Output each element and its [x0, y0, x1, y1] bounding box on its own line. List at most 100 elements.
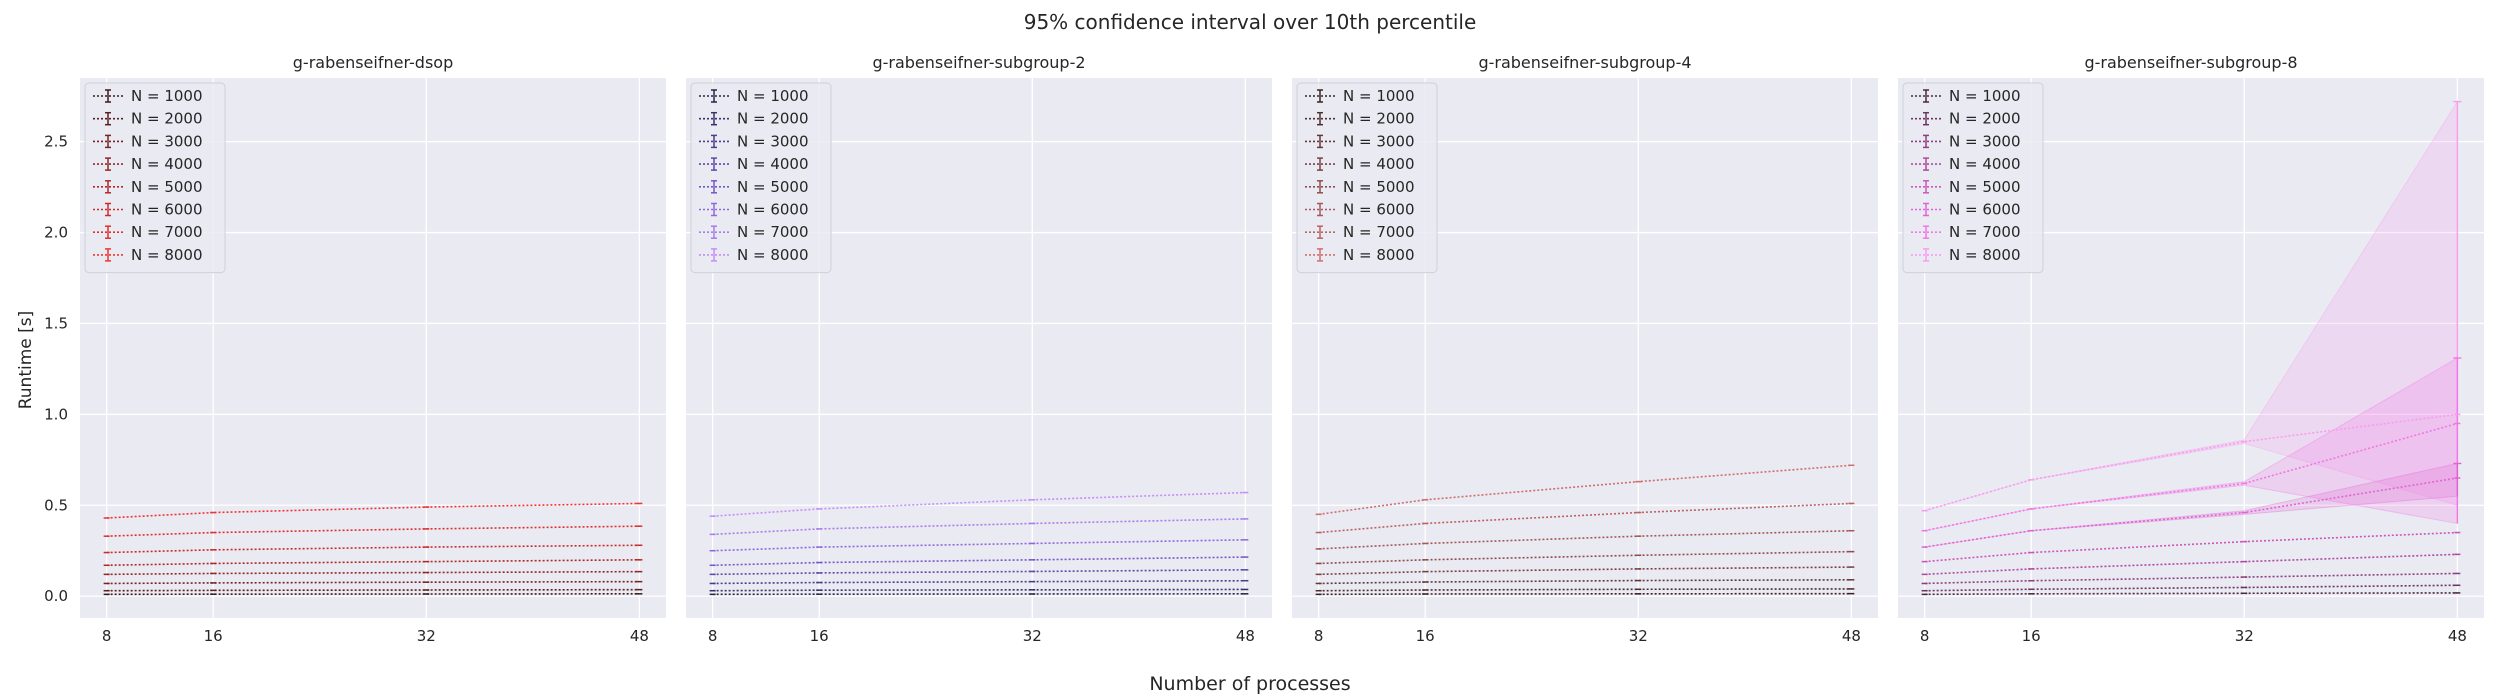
x-tick-label: 32: [1023, 627, 1042, 645]
legend-label: N = 6000: [131, 201, 203, 219]
y-tick-label: 2.5: [44, 133, 68, 151]
legend-label: N = 8000: [737, 246, 809, 264]
legend-label: N = 1000: [131, 87, 203, 105]
panel-title: g-rabenseifner-subgroup-2: [872, 53, 1085, 72]
legend-label: N = 2000: [1343, 110, 1415, 128]
legend-label: N = 4000: [1343, 155, 1415, 173]
shared-x-axis-label: Number of processes: [1149, 673, 1350, 695]
legend-label: N = 4000: [131, 155, 203, 173]
legend-label: N = 8000: [131, 246, 203, 264]
legend-label: N = 4000: [737, 155, 809, 173]
panel-title: g-rabenseifner-subgroup-8: [2084, 53, 2297, 72]
legend-label: N = 5000: [131, 178, 203, 196]
legend: N = 1000 N = 2000 N = 3000 N = 4000 N = 5000…: [1296, 82, 1438, 274]
panel-3: 8 16 32 48 g-rabenseifner-subgroup-4 N = 1000…: [1292, 53, 1878, 645]
series-line: [712, 518, 1246, 536]
legend-label: N = 7000: [1949, 223, 2021, 241]
series-line: [712, 569, 1246, 576]
series-line: [712, 579, 1246, 585]
legend: N = 1000 N = 2000 N = 3000 N = 4000 N = 5000…: [84, 82, 226, 274]
series-line: [1318, 502, 1852, 534]
y-tick-label: 1.0: [44, 405, 68, 423]
series-line: [106, 502, 640, 519]
legend-label: N = 3000: [1343, 132, 1415, 150]
y-tick-label: 0.0: [44, 587, 68, 605]
legend-label: N = 5000: [737, 178, 809, 196]
figure-suptitle: 95% confidence interval over 10th percen…: [1024, 10, 1477, 34]
series-line: [1924, 572, 2458, 585]
legend-label: N = 6000: [1949, 201, 2021, 219]
panel-title: g-rabenseifner-dsop: [293, 53, 453, 72]
panel-title: g-rabenseifner-subgroup-4: [1478, 53, 1691, 72]
x-tick-label: 16: [1416, 627, 1435, 645]
series-line: [712, 491, 1246, 517]
series-line: [1924, 584, 2458, 592]
legend-label: N = 6000: [1343, 201, 1415, 219]
legend-label: N = 7000: [1343, 223, 1415, 241]
x-tick-label: 8: [102, 627, 112, 645]
series-line: [712, 588, 1246, 592]
series-line: [106, 580, 640, 585]
series-line: [1318, 566, 1852, 576]
series-line: [712, 539, 1246, 552]
x-tick-label: 16: [204, 627, 223, 645]
series-line: [106, 593, 640, 596]
legend-label: N = 3000: [131, 132, 203, 150]
y-tick-label: 1.5: [44, 314, 68, 332]
series-line: [1318, 529, 1852, 550]
series-line: [1924, 531, 2458, 563]
x-tick-label: 32: [1629, 627, 1648, 645]
panel-2: 8 16 32 48 g-rabenseifner-subgroup-2 N = 1000…: [686, 53, 1272, 645]
legend-label: N = 3000: [1949, 132, 2021, 150]
y-tick-label: 0.5: [44, 496, 68, 514]
legend-label: N = 4000: [1949, 155, 2021, 173]
x-tick-label: 8: [708, 627, 718, 645]
series-line: [1924, 592, 2458, 596]
legend-label: N = 8000: [1343, 246, 1415, 264]
x-tick-label: 48: [2448, 627, 2467, 645]
series-line: [106, 544, 640, 554]
series-line: [106, 570, 640, 576]
legend-box: [1902, 82, 2044, 274]
series-line: [1924, 553, 2458, 576]
legend-box: [84, 82, 226, 274]
x-tick-label: 48: [630, 627, 649, 645]
legend-label: N = 7000: [131, 223, 203, 241]
panel-4: 8 16 32 48 g-rabenseifner-subgroup-8 N = 1000…: [1898, 53, 2484, 645]
legend-label: N = 2000: [131, 110, 203, 128]
series-line: [1318, 592, 1852, 596]
legend-label: N = 5000: [1949, 178, 2021, 196]
series-line: [1318, 550, 1852, 565]
x-tick-label: 8: [1314, 627, 1324, 645]
series-line: [1924, 477, 2458, 548]
series-line: [106, 559, 640, 567]
panels: 8 16 32 48 0.0 0.5 1.0 1.5 2.0 2.5 g-rabenseifner-…: [44, 53, 2484, 645]
legend-label: N = 5000: [1343, 178, 1415, 196]
series-line: [1318, 464, 1852, 516]
panel-1: 8 16 32 48 0.0 0.5 1.0 1.5 2.0 2.5 g-rabenseifner-…: [44, 53, 666, 645]
legend-label: N = 7000: [737, 223, 809, 241]
series-line: [712, 593, 1246, 596]
legend-box: [1296, 82, 1438, 274]
series-line: [712, 556, 1246, 567]
x-tick-label: 16: [2022, 627, 2041, 645]
legend-label: N = 3000: [737, 132, 809, 150]
legend-label: N = 8000: [1949, 246, 2021, 264]
legend-label: N = 2000: [737, 110, 809, 128]
series-line: [1924, 422, 2458, 532]
x-tick-label: 32: [417, 627, 436, 645]
y-tick-label: 2.0: [44, 224, 68, 242]
legend-box: [690, 82, 832, 274]
x-tick-label: 48: [1236, 627, 1255, 645]
legend-label: N = 2000: [1949, 110, 2021, 128]
legend-label: N = 1000: [1949, 87, 2021, 105]
legend-label: N = 6000: [737, 201, 809, 219]
x-tick-label: 8: [1920, 627, 1930, 645]
x-tick-label: 16: [810, 627, 829, 645]
legend-label: N = 1000: [737, 87, 809, 105]
legend: N = 1000 N = 2000 N = 3000 N = 4000 N = 5000…: [1902, 82, 2044, 274]
x-tick-label: 48: [1842, 627, 1861, 645]
legend-label: N = 1000: [1343, 87, 1415, 105]
y-axis-label: Runtime [s]: [16, 311, 36, 410]
series-line: [1318, 588, 1852, 592]
